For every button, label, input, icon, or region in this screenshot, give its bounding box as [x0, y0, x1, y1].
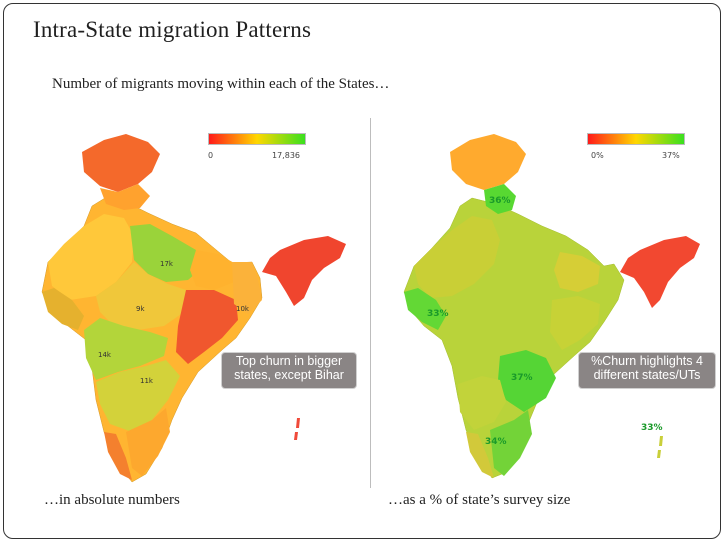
region-gj-pct	[404, 288, 446, 330]
region-ap-pct	[498, 350, 556, 412]
callout-absolute: Top churn in bigger states, except Bihar	[221, 352, 357, 389]
region-kl	[104, 432, 132, 480]
region-mh	[84, 318, 168, 380]
label-ap-pct: 37%	[511, 373, 533, 383]
region-bh-pct	[554, 252, 600, 292]
label-mh: 14k	[98, 351, 111, 359]
region-tn-pct	[490, 410, 532, 476]
region-rj-pct	[414, 216, 500, 298]
region-mp	[96, 262, 186, 330]
legend-min-percent: 0%	[591, 151, 604, 160]
region-bh	[190, 250, 236, 290]
region-hp	[100, 184, 150, 210]
region-uk-pct	[484, 184, 516, 214]
label-ka: 11k	[140, 377, 153, 385]
label-uk-pct: 36%	[489, 196, 511, 206]
label-mp: 9k	[136, 305, 145, 313]
region-ka-pct	[458, 376, 506, 430]
legend-min-absolute: 0	[208, 151, 214, 160]
region-andaman-pct	[657, 436, 663, 458]
region-od-pct	[550, 296, 600, 350]
region-cg	[176, 290, 238, 364]
region-andaman	[294, 418, 300, 440]
region-ka	[96, 360, 180, 432]
label-wb: 10k	[236, 305, 249, 313]
region-rj	[48, 214, 134, 300]
region-ne-pct	[620, 236, 700, 308]
region-wb	[232, 262, 262, 314]
region-gj	[42, 288, 84, 330]
map-divider	[370, 118, 371, 488]
region-jk	[82, 134, 160, 192]
legend-max-absolute: 17,836	[272, 151, 300, 160]
legend-bar-percent	[587, 133, 685, 145]
label-an-pct: 33%	[641, 423, 663, 433]
caption-absolute: …in absolute numbers	[44, 492, 180, 508]
region-tn	[126, 408, 170, 476]
region-ne	[262, 236, 346, 306]
label-up: 17k	[160, 260, 173, 268]
slide-frame	[3, 3, 721, 539]
callout-percent: %Churn highlights 4 different states/UTs	[578, 352, 716, 389]
india-map-absolute	[41, 134, 346, 483]
caption-percent: …as a % of state’s survey size	[388, 492, 571, 508]
label-tn-pct: 34%	[485, 437, 507, 447]
legend-bar-absolute	[208, 133, 306, 145]
region-jk-pct	[450, 134, 526, 190]
legend-max-percent: 37%	[662, 151, 680, 160]
label-gj-pct: 33%	[427, 309, 449, 319]
slide-subtitle: Number of migrants moving within each of…	[52, 76, 390, 92]
slide-title: Intra-State migration Patterns	[33, 17, 312, 42]
region-kl-pct	[466, 432, 494, 478]
region-up	[130, 224, 204, 282]
